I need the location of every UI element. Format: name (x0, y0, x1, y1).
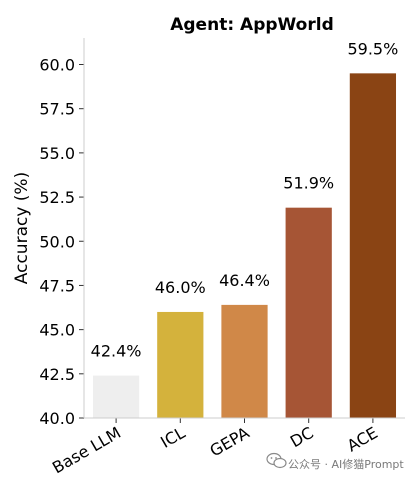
x-tick-label: GEPA (207, 423, 253, 461)
y-tick-label: 45.0 (39, 321, 75, 340)
chart-title: Agent: AppWorld (170, 15, 334, 35)
x-tick-label: ACE (344, 423, 381, 455)
x-tick-label: ICL (157, 423, 188, 452)
bar-value-labels: 42.4% 46.0% 46.4% 51.9% 59.5% (91, 39, 399, 360)
bar-value-label: 42.4% (91, 342, 142, 361)
y-axis-label: Accuracy (%) (12, 172, 32, 284)
bars (92, 73, 397, 418)
bar-value-label: 46.0% (155, 278, 206, 297)
x-tick-label: Base LLM (49, 423, 124, 477)
bar-icl (157, 311, 204, 418)
y-tick-label: 47.5 (39, 276, 75, 295)
bar-base-llm (92, 375, 140, 418)
bar-gepa (221, 304, 268, 418)
y-tick-label: 52.5 (39, 188, 75, 207)
y-axis-ticks: 40.0 42.5 45.0 47.5 50.0 52.5 55.0 57.5 60.0 (39, 56, 84, 428)
y-tick-label: 42.5 (39, 365, 75, 384)
y-tick-label: 55.0 (39, 144, 75, 163)
watermark-text: 公众号 · AI修猫Prompt (288, 457, 404, 471)
bar-value-label: 59.5% (347, 39, 398, 58)
y-tick-label: 50.0 (39, 232, 75, 251)
bar-value-label: 46.4% (219, 271, 270, 290)
bar-dc (285, 207, 332, 418)
y-tick-label: 60.0 (39, 56, 75, 75)
wechat-icon (266, 452, 287, 469)
bar-value-label: 51.9% (283, 174, 334, 193)
y-tick-label: 57.5 (39, 100, 75, 119)
watermark: 公众号 · AI修猫Prompt (266, 452, 404, 471)
bar-ace (349, 73, 397, 418)
y-tick-label: 40.0 (39, 409, 75, 428)
x-tick-label: DC (287, 423, 317, 451)
